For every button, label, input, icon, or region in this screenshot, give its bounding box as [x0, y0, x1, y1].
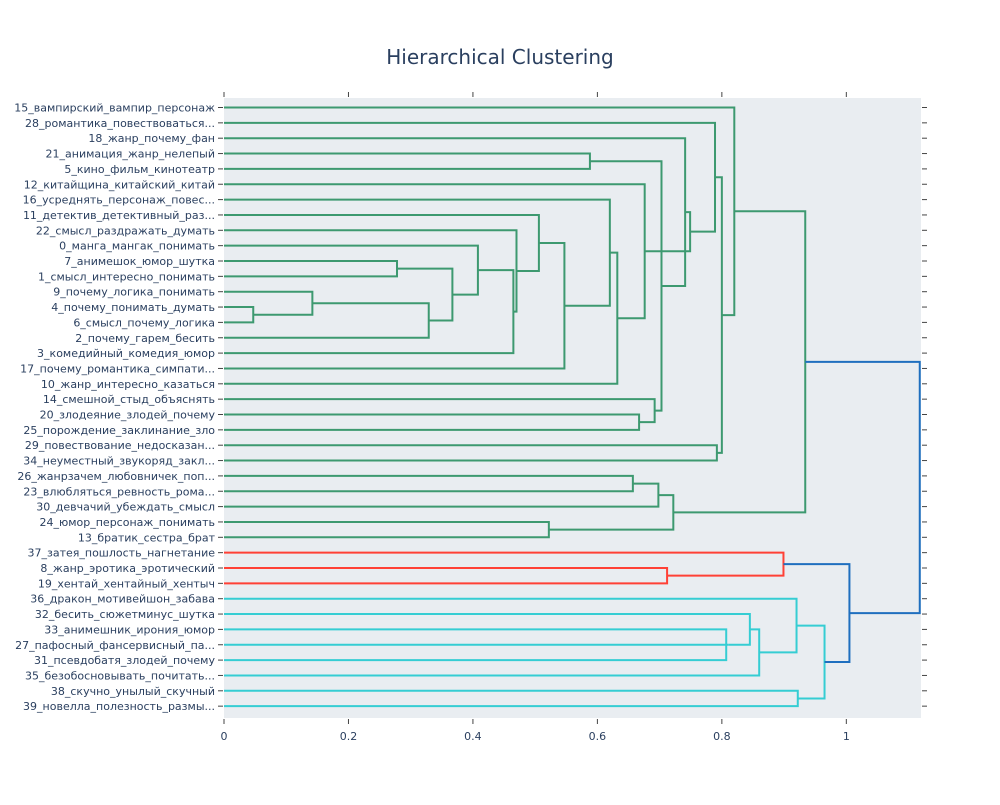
leaf-label: 2_почему_гарем_бесить — [75, 332, 215, 345]
leaf-label: 30_девчачий_убеждать_смысл — [36, 501, 215, 514]
leaf-label: 36_дракон_мотивейшон_забава — [30, 593, 215, 606]
dendrogram-link — [224, 482, 660, 508]
dendrogram-link — [673, 210, 807, 514]
leaf-label: 34_неуместный_звукоряд_закл... — [23, 455, 215, 468]
leaf-label: 7_анимешок_юмор_шутка — [64, 255, 215, 268]
leaf-label: 3_комедийный_комедия_юмор — [37, 347, 215, 360]
dendrogram-link — [224, 413, 641, 431]
leaf-label: 22_смысл_раздражать_думать — [36, 224, 215, 237]
dendrogram-link — [224, 251, 619, 385]
leaf-label: 13_братик_сестра_брат — [78, 531, 216, 544]
leaf-label: 11_детектив_детективный_раз... — [23, 209, 215, 222]
leaf-label: 14_смешной_стыд_объяснять — [43, 393, 215, 406]
dendrogram-link — [805, 360, 921, 615]
leaf-label: 35_безобосновывать_почитать... — [25, 669, 215, 682]
dendrogram-link — [224, 183, 646, 320]
leaf-label: 0_манга_мангак_понимать — [59, 240, 215, 253]
dendrogram-link — [224, 244, 479, 296]
leaf-label: 27_пафосный_фансервисный_па... — [15, 639, 215, 652]
dendrogram-link — [224, 137, 687, 287]
leaf-label: 16_усреднять_персонаж_повес... — [23, 194, 215, 207]
leaf-label: 24_юмор_персонаж_понимать — [39, 516, 215, 529]
leaf-label: 38_скучно_унылый_скучный — [51, 685, 215, 698]
dendrogram-link — [783, 563, 851, 664]
dendrogram-link — [796, 624, 826, 700]
leaf-label: 20_злодеяние_злодей_почему — [40, 409, 216, 422]
x-tick-label: 0.4 — [464, 730, 482, 743]
leaf-label: 25_порождение_заклинание_зло — [23, 424, 215, 437]
leaf-label: 23_влюбляться_ревность_рома... — [23, 485, 215, 498]
leaf-label: 33_анимешник_ирония_юмор — [44, 623, 215, 636]
leaf-label: 4_почему_понимать_думать — [51, 301, 215, 314]
leaf-label: 28_романтика_повествоваться... — [25, 117, 215, 130]
dendrogram-link — [224, 306, 255, 324]
chart-title: Hierarchical Clustering — [386, 45, 613, 69]
leaf-label: 26_жанрзачем_любовничек_поп... — [17, 470, 215, 483]
leaf-label: 19_хентай_хентайный_хентыч — [38, 577, 215, 590]
leaf-label: 18_жанр_почему_фан — [88, 132, 215, 145]
dendrogram-link — [715, 176, 723, 454]
leaf-label: 8_жанр_эротика_эротический — [40, 562, 215, 575]
leaf-label: 1_смысл_интересно_понимать — [38, 270, 215, 283]
leaf-label: 9_почему_логика_понимать — [53, 286, 215, 299]
leaf-label: 17_почему_романтика_симпати... — [20, 362, 215, 375]
dendrogram-link — [548, 494, 675, 531]
leaf-label: 29_повествование_недосказан... — [25, 439, 215, 452]
dendrogram-link — [224, 689, 799, 708]
x-tick-label: 1 — [843, 730, 850, 743]
dendrogram-link — [224, 398, 656, 424]
leaf-label: 5_кино_фильм_кинотеатр — [64, 163, 215, 176]
leaf-label: 12_китайщина_китайский_китай — [24, 178, 215, 191]
leaf-label: 37_затея_пошлость_нагнетание — [28, 547, 216, 560]
leaf-label: 31_псевдобатя_злодей_почему — [34, 654, 215, 667]
x-tick-label: 0.2 — [340, 730, 358, 743]
dendrogram-link — [224, 628, 761, 677]
dendrogram-link — [224, 229, 518, 313]
dendrogram-link — [224, 269, 515, 355]
leaf-label: 15_вампирский_вампир_персонаж — [14, 102, 215, 115]
leaf-label: 21_анимация_жанр_нелепый — [46, 148, 215, 161]
dendrogram-link — [224, 198, 611, 307]
dendrogram-link — [224, 260, 399, 278]
leaf-label: 39_новелла_полезность_размы... — [23, 700, 215, 713]
x-tick-label: 0.8 — [713, 730, 731, 743]
leaf-label: 10_жанр_интересно_казаться — [41, 378, 215, 391]
leaf-label: 6_смысл_почему_логика — [73, 316, 215, 329]
leaf-label: 32_бесить_сюжетминус_шутка — [35, 608, 215, 621]
x-tick-label: 0 — [221, 730, 228, 743]
dendrogram-link — [224, 474, 634, 493]
x-tick-label: 0.6 — [589, 730, 607, 743]
